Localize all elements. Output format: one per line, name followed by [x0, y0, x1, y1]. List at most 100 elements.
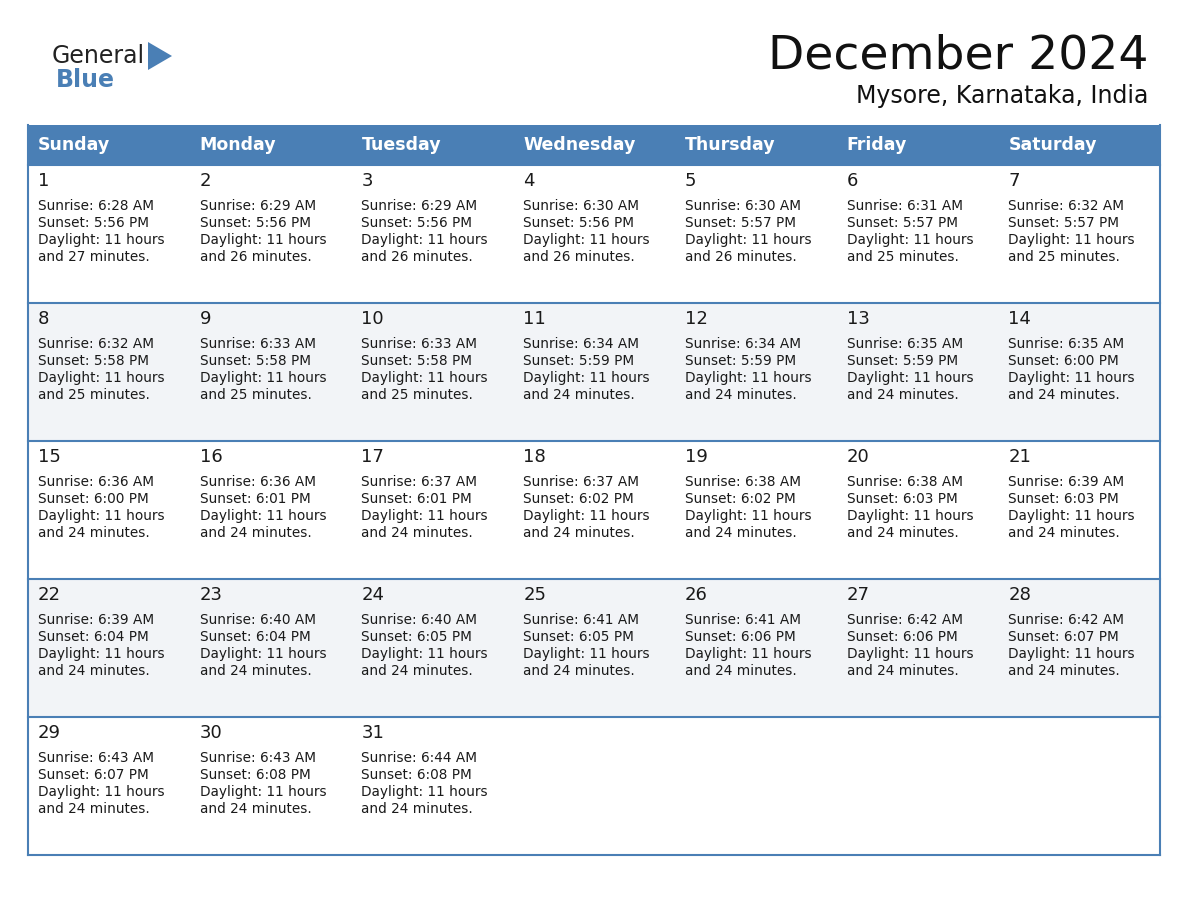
Text: and 24 minutes.: and 24 minutes. [1009, 664, 1120, 678]
Text: and 26 minutes.: and 26 minutes. [361, 250, 473, 264]
Text: Sunset: 6:08 PM: Sunset: 6:08 PM [200, 768, 310, 782]
Text: Sunset: 6:00 PM: Sunset: 6:00 PM [1009, 354, 1119, 368]
Bar [29, 441, 1159, 579]
Text: Sunset: 5:58 PM: Sunset: 5:58 PM [200, 354, 311, 368]
Text: Sunrise: 6:34 AM: Sunrise: 6:34 AM [523, 337, 639, 351]
Text: Sunrise: 6:44 AM: Sunrise: 6:44 AM [361, 751, 478, 765]
Text: Sunset: 5:56 PM: Sunset: 5:56 PM [38, 216, 148, 230]
Text: 30: 30 [200, 724, 222, 742]
Text: 23: 23 [200, 586, 222, 604]
Text: Sunrise: 6:36 AM: Sunrise: 6:36 AM [200, 475, 316, 489]
Text: and 25 minutes.: and 25 minutes. [847, 250, 959, 264]
Text: 7: 7 [1009, 172, 1019, 190]
Text: Daylight: 11 hours: Daylight: 11 hours [847, 647, 973, 661]
Text: and 24 minutes.: and 24 minutes. [200, 802, 311, 816]
Text: Sunset: 6:03 PM: Sunset: 6:03 PM [847, 492, 958, 506]
Text: 17: 17 [361, 448, 384, 466]
Text: Daylight: 11 hours: Daylight: 11 hours [200, 647, 327, 661]
Text: Daylight: 11 hours: Daylight: 11 hours [1009, 647, 1135, 661]
Text: and 24 minutes.: and 24 minutes. [523, 526, 634, 540]
Text: and 24 minutes.: and 24 minutes. [1009, 388, 1120, 402]
Text: and 26 minutes.: and 26 minutes. [200, 250, 311, 264]
Text: Sunset: 5:57 PM: Sunset: 5:57 PM [684, 216, 796, 230]
Text: Sunrise: 6:33 AM: Sunrise: 6:33 AM [200, 337, 316, 351]
Text: and 24 minutes.: and 24 minutes. [1009, 526, 1120, 540]
Text: Daylight: 11 hours: Daylight: 11 hours [1009, 371, 1135, 385]
Text: 18: 18 [523, 448, 546, 466]
Text: Sunrise: 6:35 AM: Sunrise: 6:35 AM [1009, 337, 1124, 351]
Text: 25: 25 [523, 586, 546, 604]
Text: Daylight: 11 hours: Daylight: 11 hours [847, 233, 973, 247]
Text: Daylight: 11 hours: Daylight: 11 hours [38, 371, 165, 385]
Text: and 24 minutes.: and 24 minutes. [361, 526, 473, 540]
Text: and 26 minutes.: and 26 minutes. [523, 250, 634, 264]
Text: 14: 14 [1009, 310, 1031, 328]
Text: Daylight: 11 hours: Daylight: 11 hours [523, 371, 650, 385]
Text: Daylight: 11 hours: Daylight: 11 hours [38, 785, 165, 799]
Text: 4: 4 [523, 172, 535, 190]
Text: and 24 minutes.: and 24 minutes. [684, 388, 797, 402]
Text: Sunrise: 6:41 AM: Sunrise: 6:41 AM [684, 613, 801, 627]
Text: Tuesday: Tuesday [361, 136, 441, 154]
Text: 9: 9 [200, 310, 211, 328]
Text: Sunset: 6:08 PM: Sunset: 6:08 PM [361, 768, 472, 782]
Text: and 24 minutes.: and 24 minutes. [847, 664, 959, 678]
Text: Sunrise: 6:39 AM: Sunrise: 6:39 AM [38, 613, 154, 627]
Text: 31: 31 [361, 724, 384, 742]
Text: and 24 minutes.: and 24 minutes. [200, 664, 311, 678]
Text: Sunrise: 6:29 AM: Sunrise: 6:29 AM [361, 199, 478, 213]
Text: Sunset: 6:02 PM: Sunset: 6:02 PM [523, 492, 634, 506]
Text: Sunset: 6:00 PM: Sunset: 6:00 PM [38, 492, 148, 506]
Text: Sunset: 5:56 PM: Sunset: 5:56 PM [523, 216, 634, 230]
Text: Sunset: 6:04 PM: Sunset: 6:04 PM [38, 630, 148, 644]
Text: 28: 28 [1009, 586, 1031, 604]
Text: and 24 minutes.: and 24 minutes. [38, 664, 150, 678]
Text: 1: 1 [38, 172, 50, 190]
Text: Sunday: Sunday [38, 136, 110, 154]
Text: Sunset: 6:05 PM: Sunset: 6:05 PM [523, 630, 634, 644]
Text: 24: 24 [361, 586, 385, 604]
Text: Daylight: 11 hours: Daylight: 11 hours [523, 233, 650, 247]
Text: Sunset: 5:59 PM: Sunset: 5:59 PM [684, 354, 796, 368]
Bar [29, 579, 1159, 717]
Text: and 24 minutes.: and 24 minutes. [361, 802, 473, 816]
Text: Sunrise: 6:28 AM: Sunrise: 6:28 AM [38, 199, 154, 213]
Text: Sunset: 6:02 PM: Sunset: 6:02 PM [684, 492, 796, 506]
Text: Sunset: 5:58 PM: Sunset: 5:58 PM [361, 354, 473, 368]
Text: Sunset: 6:07 PM: Sunset: 6:07 PM [38, 768, 148, 782]
Text: Sunrise: 6:32 AM: Sunrise: 6:32 AM [1009, 199, 1124, 213]
Text: Daylight: 11 hours: Daylight: 11 hours [361, 785, 488, 799]
Text: Daylight: 11 hours: Daylight: 11 hours [200, 785, 327, 799]
Text: Sunrise: 6:30 AM: Sunrise: 6:30 AM [684, 199, 801, 213]
Text: Sunset: 5:59 PM: Sunset: 5:59 PM [847, 354, 958, 368]
Text: Sunrise: 6:30 AM: Sunrise: 6:30 AM [523, 199, 639, 213]
Text: Daylight: 11 hours: Daylight: 11 hours [684, 647, 811, 661]
Bar [29, 125, 1159, 165]
Text: Friday: Friday [847, 136, 906, 154]
Text: Sunset: 5:59 PM: Sunset: 5:59 PM [523, 354, 634, 368]
Text: Sunset: 6:03 PM: Sunset: 6:03 PM [1009, 492, 1119, 506]
Text: Sunrise: 6:33 AM: Sunrise: 6:33 AM [361, 337, 478, 351]
Text: and 24 minutes.: and 24 minutes. [361, 664, 473, 678]
Text: Daylight: 11 hours: Daylight: 11 hours [200, 371, 327, 385]
Text: and 24 minutes.: and 24 minutes. [523, 664, 634, 678]
Text: and 25 minutes.: and 25 minutes. [200, 388, 311, 402]
Text: Sunrise: 6:38 AM: Sunrise: 6:38 AM [847, 475, 962, 489]
Text: Mysore, Karnataka, India: Mysore, Karnataka, India [855, 84, 1148, 108]
Text: Sunset: 5:57 PM: Sunset: 5:57 PM [1009, 216, 1119, 230]
Text: Daylight: 11 hours: Daylight: 11 hours [200, 509, 327, 523]
Text: Daylight: 11 hours: Daylight: 11 hours [361, 509, 488, 523]
Text: Daylight: 11 hours: Daylight: 11 hours [38, 509, 165, 523]
Text: Sunrise: 6:43 AM: Sunrise: 6:43 AM [38, 751, 154, 765]
Text: Daylight: 11 hours: Daylight: 11 hours [523, 509, 650, 523]
Text: 13: 13 [847, 310, 870, 328]
Text: 2: 2 [200, 172, 211, 190]
Text: and 24 minutes.: and 24 minutes. [847, 526, 959, 540]
Text: Daylight: 11 hours: Daylight: 11 hours [38, 647, 165, 661]
Text: Sunset: 6:06 PM: Sunset: 6:06 PM [684, 630, 796, 644]
Text: and 24 minutes.: and 24 minutes. [684, 664, 797, 678]
Text: 16: 16 [200, 448, 222, 466]
Text: Sunset: 6:05 PM: Sunset: 6:05 PM [361, 630, 473, 644]
Text: Sunrise: 6:39 AM: Sunrise: 6:39 AM [1009, 475, 1124, 489]
Text: and 25 minutes.: and 25 minutes. [361, 388, 473, 402]
